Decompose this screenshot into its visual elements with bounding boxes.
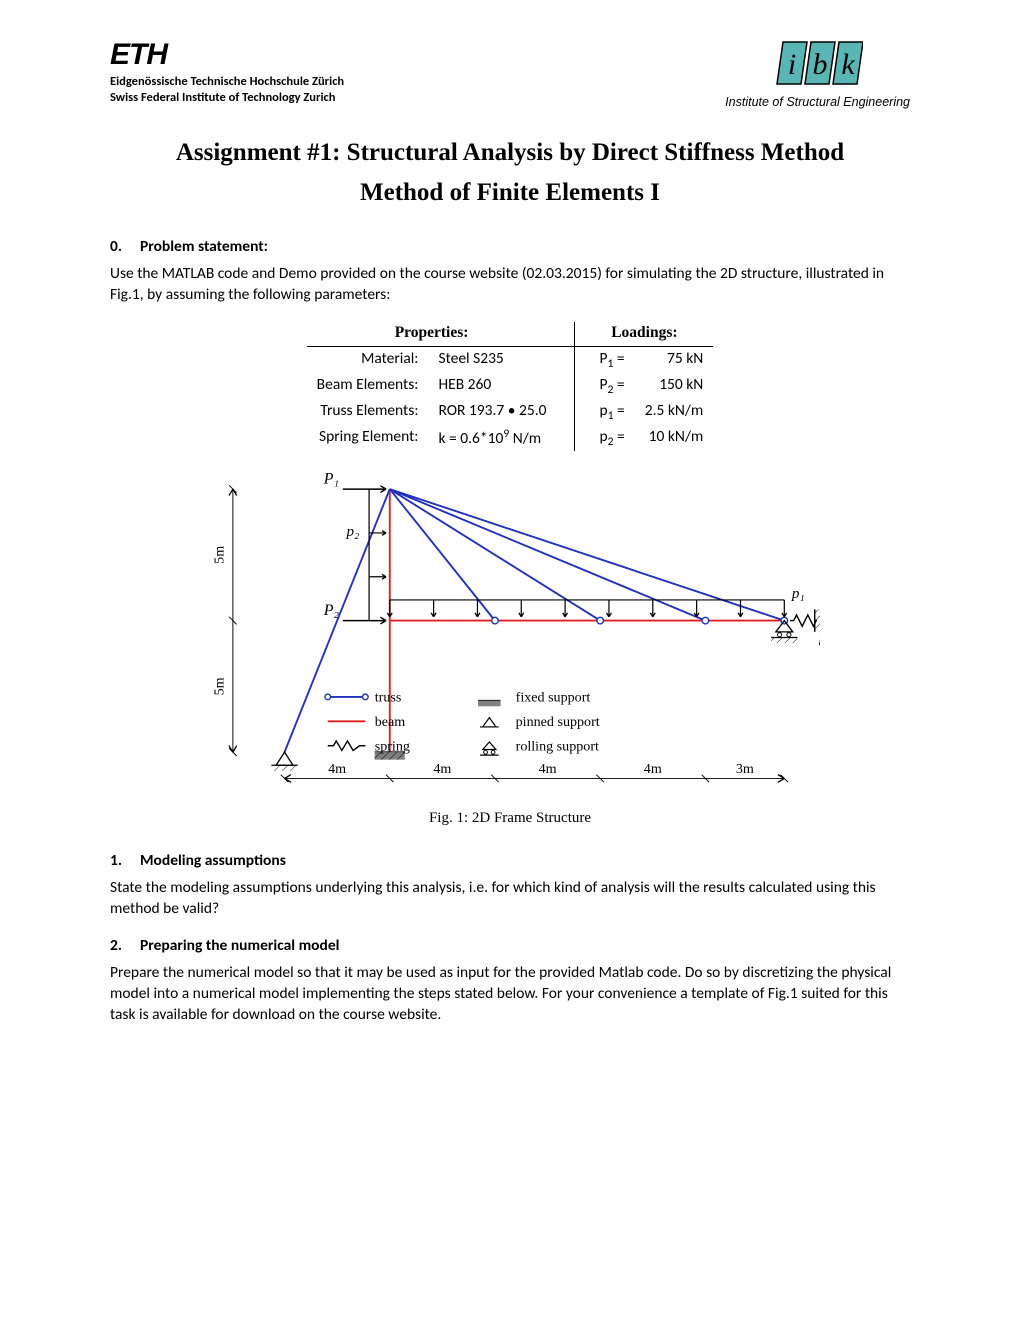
ibk-block: ibk Institute of Structural Engineering [725,40,910,109]
page-subtitle: Method of Finite Elements I [110,179,910,207]
figure-1-caption: Fig. 1: 2D Frame Structure [110,810,910,827]
svg-text:4m: 4m [539,761,557,777]
section-2-heading: 2. Preparing the numerical model [110,936,910,955]
loading-label: p2 = [575,425,635,451]
svg-text:pinned support: pinned support [516,714,600,730]
section-num: 2. [110,936,140,955]
property-label: Truss Elements: [307,399,429,425]
svg-text:k: k [841,48,855,81]
svg-text:5m: 5m [211,678,227,696]
svg-text:fixed support: fixed support [516,690,591,706]
section-num: 0. [110,237,140,256]
svg-text:spring: spring [375,739,410,755]
section-title: Problem statement: [140,237,268,256]
property-label: Material: [307,346,429,373]
loading-label: p1 = [575,399,635,425]
svg-text:p₁: p₁ [791,586,805,602]
loading-label: P2 = [575,373,635,399]
property-value: Steel S235 [428,346,575,373]
section-1-heading: 1. Modeling assumptions [110,851,910,870]
property-label: Spring Element: [307,425,429,451]
loading-label: P1 = [575,346,635,373]
svg-text:4m: 4m [644,761,662,777]
loading-value: 10 kN/m [635,425,714,451]
svg-text:k: k [818,633,820,649]
properties-header: Properties: [307,322,575,347]
page-header: ETH Eidgenössische Technische Hochschule… [110,40,910,109]
section-title: Preparing the numerical model [140,936,339,955]
eth-logo: ETH [110,40,344,70]
svg-text:4m: 4m [433,761,451,777]
svg-text:beam: beam [375,714,406,730]
property-label: Beam Elements: [307,373,429,399]
property-value: HEB 260 [428,373,575,399]
ibk-logo: ibk [725,40,910,93]
eth-sub-2: Swiss Federal Institute of Technology Zu… [110,90,344,106]
svg-text:b: b [812,48,827,81]
loading-value: 150 kN [635,373,714,399]
ibk-sub: Institute of Structural Engineering [725,95,910,109]
svg-text:3m: 3m [736,761,754,777]
svg-text:P₁: P₁ [323,471,339,488]
section-0-body: Use the MATLAB code and Demo provided on… [110,264,910,306]
svg-text:i: i [787,48,795,81]
section-1-body: State the modeling assumptions underlyin… [110,878,910,920]
page-title: Assignment #1: Structural Analysis by Di… [110,139,910,167]
section-0-heading: 0. Problem statement: [110,237,910,256]
section-num: 1. [110,851,140,870]
loadings-header: Loadings: [575,322,713,347]
svg-text:5m: 5m [211,546,227,564]
svg-text:4m: 4m [328,761,346,777]
svg-text:p₂: p₂ [346,524,360,540]
loading-value: 75 kN [635,346,714,373]
loading-value: 2.5 kN/m [635,399,714,425]
section-2-body: Prepare the numerical model so that it m… [110,963,910,1026]
eth-sub-1: Eidgenössische Technische Hochschule Zür… [110,74,344,90]
section-title: Modeling assumptions [140,851,286,870]
svg-text:rolling support: rolling support [516,739,599,755]
figure-1: 5m 5m 4m 4m 4m 4m 3m k p₁ p₂ P₁ P₂ truss beam spring fi… [110,465,910,800]
svg-text:truss: truss [375,690,402,706]
svg-text:P₂: P₂ [323,602,340,619]
property-value: k = 0.6*109 N/m [428,425,575,451]
eth-block: ETH Eidgenössische Technische Hochschule… [110,40,344,107]
property-value: ROR 193.7 • 25.0 [428,399,575,425]
properties-loadings-table: Properties: Loadings: Material:Steel S23… [307,322,714,451]
